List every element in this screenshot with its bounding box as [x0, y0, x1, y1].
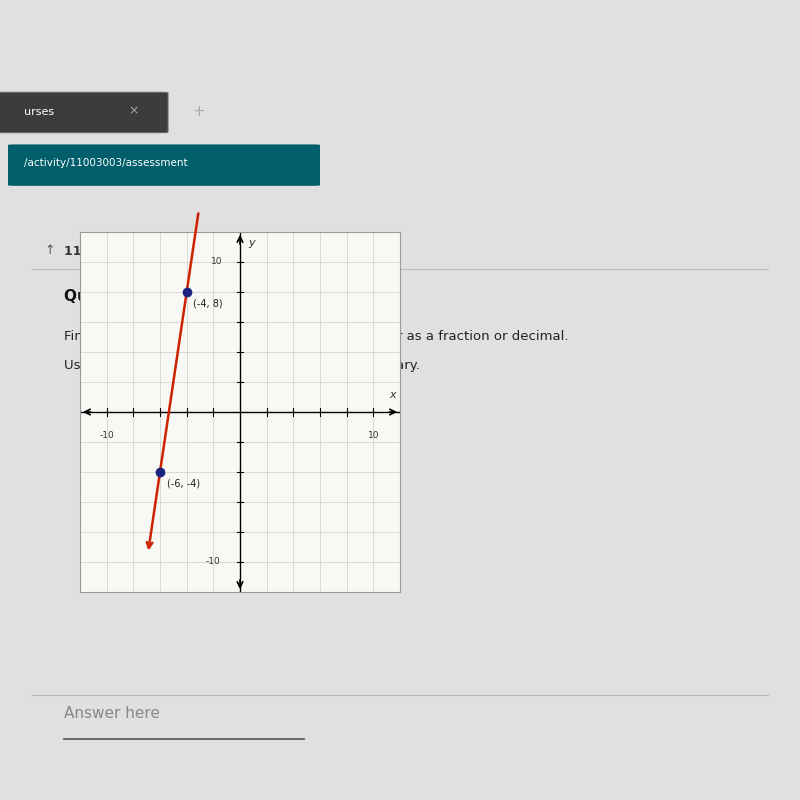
Text: (-4, 8): (-4, 8): [194, 298, 223, 308]
Text: -10: -10: [99, 431, 114, 441]
FancyBboxPatch shape: [0, 92, 168, 133]
Text: (-6, -4): (-6, -4): [166, 478, 200, 488]
Text: +: +: [192, 103, 205, 118]
Text: 10: 10: [367, 431, 379, 441]
FancyBboxPatch shape: [8, 144, 320, 186]
Text: Answer here: Answer here: [64, 706, 160, 721]
Text: 10: 10: [211, 258, 222, 266]
Text: ↑: ↑: [44, 244, 54, 257]
Text: y: y: [248, 238, 254, 248]
Text: Question 5 of 10: Question 5 of 10: [64, 289, 206, 304]
Text: 11.3.3 Quiz:: 11.3.3 Quiz:: [64, 244, 149, 257]
Text: ×: ×: [128, 105, 138, 118]
Text: -10: -10: [206, 558, 220, 566]
Text: urses: urses: [24, 107, 54, 117]
Text: Use a slash mark ( / ) as the fraction bar if necessary.: Use a slash mark ( / ) as the fraction b…: [64, 359, 420, 372]
Text: x: x: [390, 390, 396, 401]
Text: Finding the Slope of a Line - Basic: Finding the Slope of a Line - Basic: [140, 244, 360, 257]
Text: Find the slope of the line below. Enter your answer as a fraction or decimal.: Find the slope of the line below. Enter …: [64, 330, 569, 343]
Text: /activity/11003003/assessment: /activity/11003003/assessment: [24, 158, 188, 168]
